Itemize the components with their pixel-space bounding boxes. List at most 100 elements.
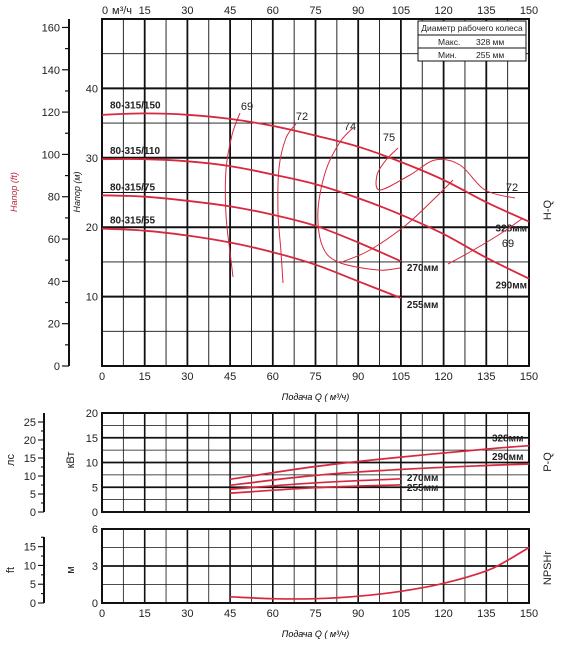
hq-y-tick-label-ft: 20 [48, 319, 60, 331]
hq-x-tick-label: 120 [434, 371, 452, 383]
hq-xlabel: Подача Q ( м³/ч) [282, 392, 349, 402]
pq-y-tick-label-kw: 10 [86, 458, 98, 470]
pq-y-tick-label-hp: 0 [30, 507, 36, 519]
hq-curve-255мм [101, 227, 402, 299]
npsh-x-tick-label: 75 [309, 608, 321, 620]
pq-y-tick-label-hp: 15 [24, 453, 36, 465]
npsh-plot-frame [101, 528, 530, 604]
npsh-ylabel-ft: ft [5, 567, 17, 573]
hq-y-tick-label-m: 20 [86, 222, 98, 234]
npsh-x-tick-label: 30 [181, 608, 193, 620]
pq-y-tick-label-kw: 20 [86, 408, 98, 420]
hq-x-tick-label: 30 [181, 371, 193, 383]
hq-x-tick-label: 150 [520, 371, 538, 383]
npsh-x-tick-label: 150 [520, 608, 538, 620]
npsh-x-tick-label: 60 [267, 608, 279, 620]
pq-series-end-label: 328мм [492, 434, 523, 445]
hq-series-name: 80-315/110 [110, 146, 160, 157]
hq-x-tick-label: 75 [309, 371, 321, 383]
npsh-y-tick-label-m: 0 [92, 598, 98, 610]
hq-y-tick-label-m: 40 [86, 83, 98, 95]
hq-y-tick-label-ft: 0 [54, 361, 60, 373]
npsh-xlabel: Подача Q ( м³/ч) [282, 629, 349, 639]
hq-y-tick-label-ft: 100 [42, 149, 60, 161]
pq-plot-frame [101, 412, 530, 513]
hq-curve-270мм [101, 194, 402, 263]
pq-y-tick-label-hp: 20 [24, 435, 36, 447]
hq-efficiency-label: 72 [506, 182, 518, 194]
pq-y-tick-label-hp: 10 [24, 471, 36, 483]
hq-y-tick-label-ft: 160 [42, 22, 60, 34]
hq-x-tick-label: 105 [392, 371, 410, 383]
pq-y-tick-label-hp: 25 [24, 417, 36, 429]
hq-ylabel-ft: Напор (ft) [9, 172, 19, 212]
npsh-x-tick-label: 15 [139, 608, 151, 620]
hq-plot-frame [101, 18, 530, 367]
hq-efficiency-curve [447, 217, 524, 265]
npsh-y-tick-label-ft: 15 [24, 542, 36, 554]
hq-efficiency-curve [341, 179, 454, 263]
hq-efficiency-label: 75 [383, 132, 395, 144]
hq-legend-box [417, 20, 527, 62]
hq-legend-row-value: 255 мм [476, 50, 504, 60]
pq-curve-255мм [230, 483, 401, 495]
npsh-curve [230, 546, 530, 600]
hq-x-tick-label: 0 [99, 371, 105, 383]
hq-y-tick-label-ft: 40 [48, 276, 60, 288]
pq-ylabel-hp: лс [5, 454, 17, 466]
npsh-y-tick-label-ft: 5 [30, 579, 36, 591]
hq-top-x-tick-label: 15 [139, 5, 151, 17]
npsh-y-tick-label-ft: 10 [24, 560, 36, 572]
npsh-x-tick-label: 0 [99, 608, 105, 620]
hq-series-end-label: 255мм [407, 300, 438, 311]
hq-curve-290мм [101, 158, 530, 280]
hq-series-name: 80-315/55 [110, 216, 155, 227]
hq-x-tick-label: 90 [352, 371, 364, 383]
hq-top-x-tick-label: 105 [392, 5, 410, 17]
hq-series-end-label: 328мм [496, 224, 527, 235]
npsh-x-tick-label: 45 [224, 608, 236, 620]
hq-curve-328мм [101, 112, 530, 223]
hq-series-end-label: 290мм [496, 281, 527, 292]
hq-top-x-tick-label: 75 [309, 5, 321, 17]
hq-panel-label: H-Q [542, 199, 554, 220]
hq-series-name: 80-315/75 [110, 182, 155, 193]
pq-series-end-label: 290мм [492, 452, 523, 463]
npsh-ylabel-m: м [65, 566, 77, 574]
hq-efficiency-curve [277, 123, 297, 284]
hq-y-tick-label-ft: 60 [48, 234, 60, 246]
pq-series-end-label: 255мм [407, 483, 438, 494]
pq-panel-label: P-Q [542, 452, 554, 472]
hq-x-tick-label: 15 [139, 371, 151, 383]
hq-efficiency-curve [317, 127, 401, 271]
hq-efficiency-label: 72 [296, 111, 308, 123]
hq-top-x-tick-label: 90 [352, 5, 364, 17]
hq-top-x-tick-label: 30 [181, 5, 193, 17]
hq-ylabel-m: Напор (м) [72, 171, 82, 212]
hq-top-x-tick-label: 150 [520, 5, 538, 17]
pq-curve-270мм [230, 477, 401, 491]
pq-y-tick-label-kw: 15 [86, 433, 98, 445]
npsh-x-tick-label: 135 [477, 608, 495, 620]
pq-ylabel-kw: кВт [65, 452, 77, 469]
npsh-y-tick-label-m: 6 [92, 524, 98, 536]
pq-y-tick-label-hp: 5 [30, 489, 36, 501]
hq-y-tick-label-m: 30 [86, 153, 98, 165]
hq-series-name: 80-315/150 [110, 100, 161, 111]
pq-curve-290мм [229, 463, 530, 487]
hq-legend-row-label: Макс. [438, 37, 460, 47]
hq-efficiency-label: 69 [502, 238, 514, 250]
npsh-x-tick-label: 90 [352, 608, 364, 620]
npsh-x-tick-label: 105 [392, 608, 410, 620]
hq-legend-row-value: 328 мм [476, 37, 504, 47]
hq-top-x-tick-label: 45 [224, 5, 236, 17]
hq-x-tick-label: 135 [477, 371, 495, 383]
hq-x-tick-label: 60 [267, 371, 279, 383]
hq-top-x-tick-label: 135 [477, 5, 495, 17]
npsh-y-tick-label-m: 3 [92, 561, 98, 573]
hq-x-tick-label: 45 [224, 371, 236, 383]
npsh-panel-label: NPSHr [542, 551, 554, 586]
hq-efficiency-label: 69 [241, 101, 253, 113]
hq-series-end-label: 270мм [407, 263, 438, 274]
